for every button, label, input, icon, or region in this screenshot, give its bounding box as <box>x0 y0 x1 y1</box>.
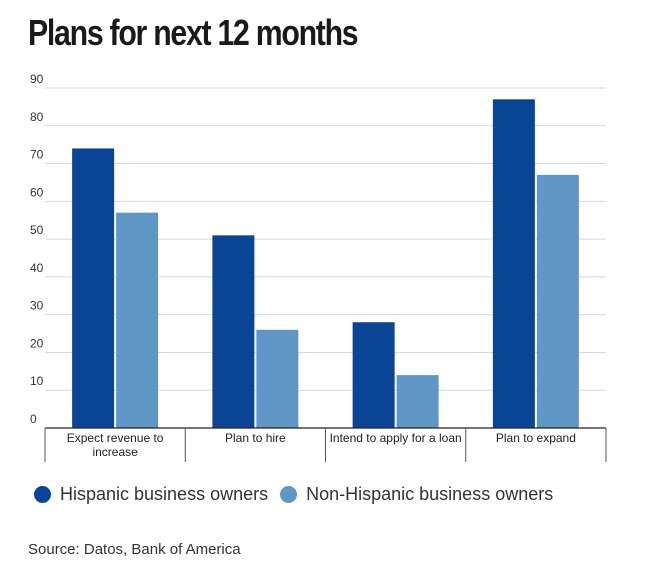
legend-label-hispanic: Hispanic business owners <box>60 484 269 504</box>
category-label: Expect revenue to <box>67 431 164 445</box>
y-tick-label: 10 <box>30 374 44 388</box>
bar-hispanic-3 <box>492 99 535 428</box>
legend-swatch-hispanic <box>34 486 51 503</box>
bar-non-hispanic-1 <box>256 329 299 428</box>
y-tick-label: 50 <box>30 223 44 237</box>
y-tick-label: 70 <box>30 148 44 162</box>
category-label: Intend to apply for a loan <box>330 431 462 445</box>
y-tick-label: 60 <box>30 185 44 199</box>
y-tick-label: 90 <box>30 72 44 86</box>
chart-title: Plans for next 12 months <box>28 12 359 53</box>
bar-non-hispanic-0 <box>116 212 159 428</box>
bar-hispanic-1 <box>212 235 255 428</box>
y-tick-label: 20 <box>30 336 44 350</box>
source-note: Source: Datos, Bank of America <box>28 541 241 558</box>
bar-non-hispanic-2 <box>396 375 439 428</box>
y-tick-label: 30 <box>30 299 44 313</box>
x-axis <box>44 427 607 462</box>
bar-hispanic-0 <box>72 148 115 428</box>
category-label: Plan to hire <box>225 431 286 445</box>
legend-item-hispanic: Hispanic business owners <box>34 484 268 505</box>
bars <box>72 99 579 428</box>
legend-swatch-non-hispanic <box>280 486 298 503</box>
category-label: increase <box>92 445 138 459</box>
legend-label-non-hispanic: Non-Hispanic business owners <box>306 484 554 504</box>
bar-hispanic-2 <box>352 322 395 428</box>
legend-item-non-hispanic: Non-Hispanic business owners <box>280 484 553 505</box>
y-tick-label: 0 <box>30 412 37 426</box>
bar-chart: 0 10 20 30 40 50 60 70 80 90 Expect revenue toinc… <box>30 72 607 462</box>
y-axis-ticks: 0 10 20 30 40 50 60 70 80 90 <box>30 72 44 426</box>
y-tick-label: 40 <box>30 261 44 275</box>
y-tick-label: 80 <box>30 110 44 124</box>
bar-non-hispanic-3 <box>536 174 579 428</box>
category-label: Plan to expand <box>496 431 576 445</box>
legend: Hispanic business owners Non-Hispanic bu… <box>34 484 565 505</box>
